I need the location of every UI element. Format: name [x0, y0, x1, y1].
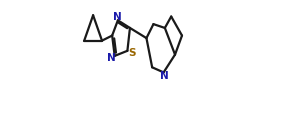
Text: S: S	[128, 48, 135, 58]
Text: N: N	[106, 53, 115, 63]
Text: N: N	[114, 12, 122, 21]
Text: N: N	[160, 71, 169, 81]
